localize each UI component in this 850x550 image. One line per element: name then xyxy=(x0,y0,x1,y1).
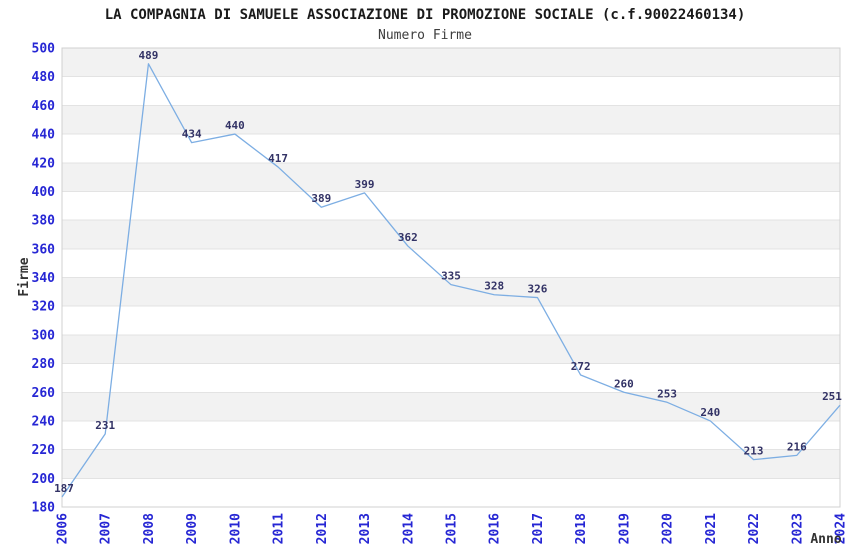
grid-band xyxy=(62,191,840,221)
grid-band xyxy=(62,334,840,364)
y-tick-label: 420 xyxy=(32,156,56,171)
data-point-label: 260 xyxy=(614,377,634,390)
grid-band xyxy=(62,248,840,278)
x-tick-label: 2010 xyxy=(228,513,243,544)
data-point-label: 187 xyxy=(54,482,74,495)
x-tick-label: 2021 xyxy=(704,513,719,544)
grid-band xyxy=(62,363,840,393)
y-tick-label: 340 xyxy=(32,271,56,286)
data-point-label: 240 xyxy=(700,406,720,419)
grid-band xyxy=(62,449,840,479)
grid-band xyxy=(62,306,840,335)
x-tick-label: 2017 xyxy=(531,513,546,544)
data-point-label: 335 xyxy=(441,270,461,283)
grid-band xyxy=(62,105,840,135)
data-point-label: 326 xyxy=(528,283,548,296)
y-tick-label: 280 xyxy=(32,357,56,372)
y-tick-label: 380 xyxy=(32,214,56,229)
x-tick-label: 2008 xyxy=(142,513,157,544)
data-point-label: 362 xyxy=(398,231,418,244)
y-tick-label: 220 xyxy=(32,443,56,458)
x-tick-label: 2015 xyxy=(445,513,460,544)
x-axis-title: Anno xyxy=(810,532,841,547)
y-tick-label: 260 xyxy=(32,386,56,401)
grid-band xyxy=(62,48,840,77)
grid-band xyxy=(62,76,840,106)
x-tick-label: 2014 xyxy=(401,513,416,544)
data-point-label: 231 xyxy=(95,419,115,432)
data-point-label: 489 xyxy=(139,49,159,62)
data-point-label: 434 xyxy=(182,128,202,141)
grid-band xyxy=(62,162,840,192)
x-tick-label: 2024 xyxy=(834,513,849,544)
x-tick-label: 2023 xyxy=(790,513,805,544)
y-tick-label: 440 xyxy=(32,128,56,143)
plot-border xyxy=(61,47,841,508)
data-point-label: 440 xyxy=(225,119,245,132)
grid-band xyxy=(62,134,840,163)
x-tick-label: 2009 xyxy=(185,513,200,544)
y-tick-label: 360 xyxy=(32,242,56,257)
grid-band xyxy=(62,478,840,507)
data-point-label: 253 xyxy=(657,387,677,400)
chart-subtitle: Numero Firme xyxy=(378,28,472,43)
data-point-label: 251 xyxy=(822,390,842,403)
y-tick-label: 400 xyxy=(32,185,56,200)
x-tick-label: 2022 xyxy=(747,513,762,544)
data-point-label: 389 xyxy=(311,192,331,205)
x-tick-label: 2011 xyxy=(272,513,287,544)
chart-title: LA COMPAGNIA DI SAMUELE ASSOCIAZIONE DI … xyxy=(104,7,746,23)
y-tick-label: 480 xyxy=(32,70,56,85)
x-tick-label: 2013 xyxy=(358,513,373,544)
grid-band xyxy=(62,277,840,307)
data-point-label: 328 xyxy=(484,280,504,293)
y-tick-label: 320 xyxy=(32,300,56,315)
x-tick-label: 2007 xyxy=(99,513,114,544)
data-point-label: 213 xyxy=(744,445,764,458)
x-tick-label: 2012 xyxy=(315,513,330,544)
y-tick-label: 180 xyxy=(32,501,56,516)
data-point-label: 399 xyxy=(355,178,375,191)
series-line xyxy=(61,63,841,498)
y-tick-label: 300 xyxy=(32,328,56,343)
data-point-label: 272 xyxy=(571,360,591,373)
data-point-label: 216 xyxy=(787,440,807,453)
grid-band xyxy=(62,420,840,450)
y-axis-title: Firme xyxy=(17,257,32,296)
y-tick-label: 500 xyxy=(32,42,56,57)
x-tick-label: 2016 xyxy=(488,513,503,544)
x-tick-label: 2018 xyxy=(574,513,589,544)
x-tick-label: 2020 xyxy=(661,513,676,544)
y-tick-label: 460 xyxy=(32,99,56,114)
data-point-label: 417 xyxy=(268,152,288,165)
x-tick-label: 2019 xyxy=(617,513,632,544)
y-tick-label: 240 xyxy=(32,414,56,429)
y-tick-label: 200 xyxy=(32,472,56,487)
x-tick-label: 2006 xyxy=(56,513,71,544)
grid-band xyxy=(62,220,840,249)
grid-band xyxy=(62,392,840,421)
